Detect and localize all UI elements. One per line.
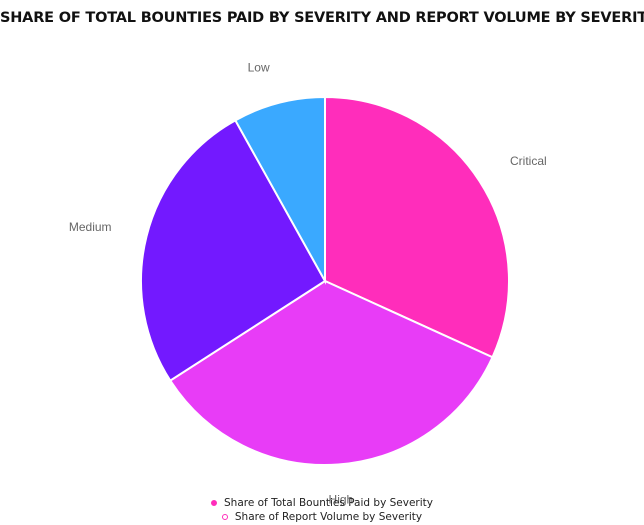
chart-title: SHARE OF TOTAL BOUNTIES PAID BY SEVERITY… <box>0 10 644 26</box>
slice-label-low: Low <box>248 60 270 74</box>
slice-label-medium: Medium <box>69 220 112 234</box>
legend-item-bounties[interactable]: Share of Total Bounties Paid by Severity <box>211 496 433 510</box>
pie-slice-critical[interactable] <box>324 95 510 359</box>
pie-slice-high[interactable] <box>168 279 494 466</box>
pie-slice-medium[interactable] <box>140 118 327 382</box>
slice-label-high: High <box>329 493 354 507</box>
legend-marker-report-volume <box>221 514 228 520</box>
legend-marker-bounties <box>211 500 217 506</box>
legend-label-report-volume: Share of Report Volume by Severity <box>234 511 423 523</box>
slice-label-critical: Critical <box>510 154 547 168</box>
legend: Share of Total Bounties Paid by Severity… <box>0 496 644 524</box>
legend-item-report-volume[interactable]: Share of Report Volume by Severity <box>221 510 423 524</box>
pie-slice-low[interactable] <box>233 95 326 285</box>
legend-label-bounties: Share of Total Bounties Paid by Severity <box>224 497 433 509</box>
